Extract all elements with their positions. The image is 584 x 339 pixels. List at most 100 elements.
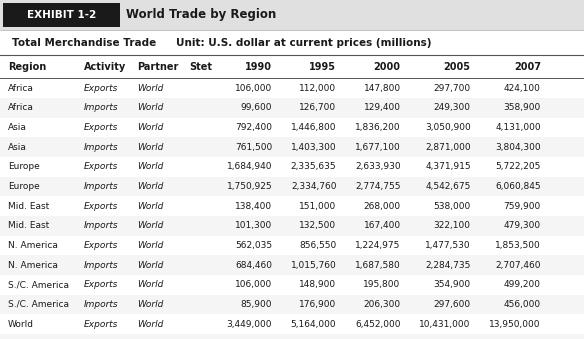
Text: 101,300: 101,300 [235,221,272,230]
Text: Africa: Africa [8,103,34,112]
Text: 456,000: 456,000 [503,300,541,309]
Text: 99,600: 99,600 [241,103,272,112]
Text: 176,900: 176,900 [299,300,336,309]
Text: 1,750,925: 1,750,925 [227,182,272,191]
Text: Partner: Partner [137,62,178,72]
Text: 354,900: 354,900 [433,280,471,289]
Text: 138,400: 138,400 [235,202,272,211]
Text: 2,633,930: 2,633,930 [355,162,401,171]
Text: 2005: 2005 [444,62,471,72]
Text: 206,300: 206,300 [363,300,401,309]
Text: 4,131,000: 4,131,000 [495,123,541,132]
Text: EXHIBIT 1-2: EXHIBIT 1-2 [27,10,96,20]
Text: 424,100: 424,100 [504,84,541,93]
Text: World: World [137,103,163,112]
Bar [0,314,584,334]
Bar [0,236,584,255]
Text: 3,449,000: 3,449,000 [227,320,272,328]
Text: 297,700: 297,700 [433,84,471,93]
Text: Exports: Exports [84,84,119,93]
Text: Stet: Stet [189,62,212,72]
Text: 1,446,800: 1,446,800 [291,123,336,132]
Text: 2007: 2007 [514,62,541,72]
Text: 297,600: 297,600 [433,300,471,309]
Text: 1995: 1995 [310,62,336,72]
Text: 792,400: 792,400 [235,123,272,132]
Text: Imports: Imports [84,182,119,191]
Text: 126,700: 126,700 [299,103,336,112]
Text: Imports: Imports [84,143,119,152]
Text: S./C. America: S./C. America [8,280,69,289]
Text: 2,334,760: 2,334,760 [291,182,336,191]
Text: 1,403,300: 1,403,300 [291,143,336,152]
Bar [0,78,584,98]
Text: 85,900: 85,900 [241,300,272,309]
Text: 112,000: 112,000 [299,84,336,93]
Text: Activity: Activity [84,62,126,72]
Text: 106,000: 106,000 [235,84,272,93]
Text: 3,804,300: 3,804,300 [495,143,541,152]
Text: 148,900: 148,900 [299,280,336,289]
Text: 1,836,200: 1,836,200 [355,123,401,132]
Text: Imports: Imports [84,261,119,270]
Text: Region: Region [8,62,46,72]
Text: Imports: Imports [84,221,119,230]
Bar [0,295,584,314]
Text: 6,452,000: 6,452,000 [355,320,401,328]
Text: World: World [137,84,163,93]
Text: 10,431,000: 10,431,000 [419,320,471,328]
Text: 2,707,460: 2,707,460 [495,261,541,270]
Text: World: World [137,241,163,250]
Text: Asia: Asia [8,123,27,132]
Text: 147,800: 147,800 [363,84,401,93]
Text: Asia: Asia [8,143,27,152]
Text: Europe: Europe [8,162,40,171]
Text: 2,774,755: 2,774,755 [355,182,401,191]
Bar [0,55,584,78]
Text: 1,853,500: 1,853,500 [495,241,541,250]
Text: 5,164,000: 5,164,000 [291,320,336,328]
Text: 4,542,675: 4,542,675 [425,182,471,191]
Bar [0,177,584,196]
Text: 761,500: 761,500 [235,143,272,152]
Text: Africa: Africa [8,84,34,93]
Text: 759,900: 759,900 [503,202,541,211]
Text: 5,722,205: 5,722,205 [495,162,541,171]
Text: 1,684,940: 1,684,940 [227,162,272,171]
Text: 167,400: 167,400 [363,221,401,230]
Text: Exports: Exports [84,162,119,171]
Bar [0,255,584,275]
Text: World: World [137,143,163,152]
Text: Exports: Exports [84,241,119,250]
Text: 2000: 2000 [374,62,401,72]
Bar [0,334,584,339]
Text: 538,000: 538,000 [433,202,471,211]
Text: World Trade by Region: World Trade by Region [126,8,276,21]
Text: 6,060,845: 6,060,845 [495,182,541,191]
Text: World: World [137,300,163,309]
Bar [0,216,584,236]
Text: 1,687,580: 1,687,580 [355,261,401,270]
Bar [0,137,584,157]
Text: N. America: N. America [8,261,58,270]
Text: 499,200: 499,200 [504,280,541,289]
Text: Mid. East: Mid. East [8,221,50,230]
Text: Exports: Exports [84,320,119,328]
Text: World: World [137,162,163,171]
Text: World: World [8,320,34,328]
Text: Exports: Exports [84,280,119,289]
Bar [0,30,584,55]
Text: N. America: N. America [8,241,58,250]
Text: 1990: 1990 [245,62,272,72]
Text: World: World [137,280,163,289]
Text: 1,477,530: 1,477,530 [425,241,471,250]
Text: World: World [137,320,163,328]
Text: Imports: Imports [84,103,119,112]
Text: 1,677,100: 1,677,100 [355,143,401,152]
Text: 856,550: 856,550 [299,241,336,250]
Text: 1,224,975: 1,224,975 [355,241,401,250]
Text: 2,284,735: 2,284,735 [425,261,471,270]
Text: 2,335,635: 2,335,635 [291,162,336,171]
Text: 479,300: 479,300 [503,221,541,230]
Text: 195,800: 195,800 [363,280,401,289]
